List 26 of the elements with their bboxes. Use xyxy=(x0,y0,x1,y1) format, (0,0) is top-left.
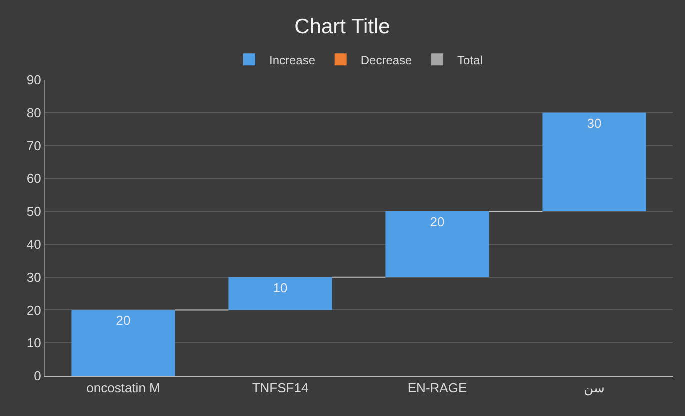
y-tick-label: 90 xyxy=(26,72,42,88)
bar xyxy=(386,212,490,278)
data-label: 30 xyxy=(587,116,602,131)
y-tick-label: 0 xyxy=(34,368,42,384)
bar xyxy=(228,277,332,310)
y-tick-label: 40 xyxy=(26,236,42,252)
y-tick-label: 60 xyxy=(26,171,42,186)
y-tick-label: 30 xyxy=(26,270,42,285)
legend-label: Total xyxy=(458,53,483,68)
y-tick-label: 80 xyxy=(26,105,42,120)
x-tick-label: TNFSF14 xyxy=(252,380,309,396)
y-tick-label: 10 xyxy=(26,336,42,351)
x-tick-label: سن xyxy=(584,380,605,397)
legend-label: Increase xyxy=(270,53,316,68)
legend-label: Decrease xyxy=(360,53,413,68)
x-tick-label: oncostatin M xyxy=(86,380,160,396)
data-label: 20 xyxy=(116,313,131,328)
x-tick-label: EN-RAGE xyxy=(408,380,468,396)
y-tick-label: 50 xyxy=(26,204,42,220)
data-label: 10 xyxy=(273,280,288,296)
bar xyxy=(542,112,646,212)
bar xyxy=(72,310,176,376)
y-tick-label: 20 xyxy=(26,302,42,318)
data-label: 20 xyxy=(430,214,445,230)
y-tick-label: 70 xyxy=(26,138,42,154)
chart-title: Chart Title xyxy=(294,15,390,38)
